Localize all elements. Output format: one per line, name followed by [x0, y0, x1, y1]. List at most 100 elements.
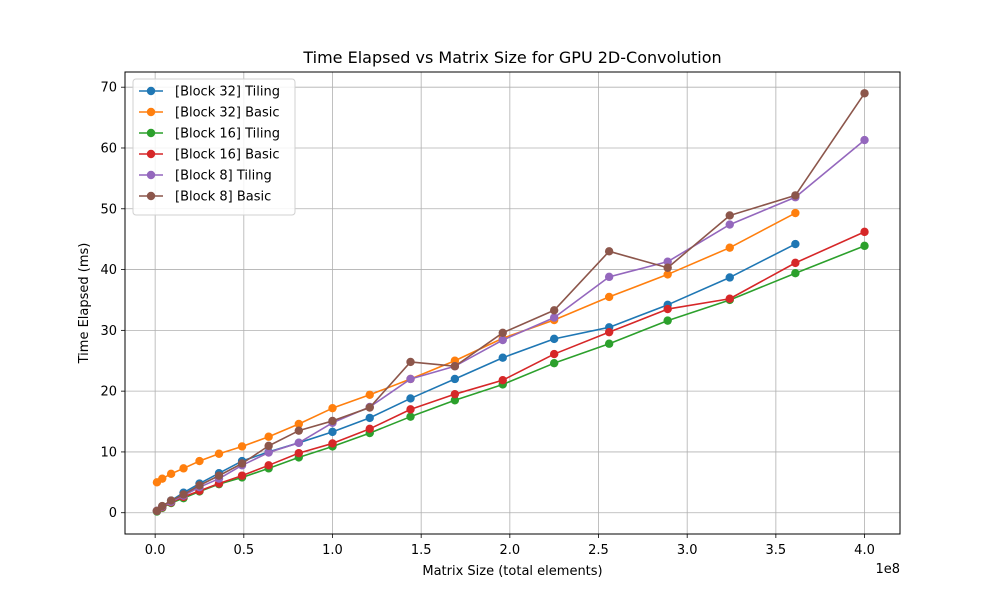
y-tick-label: 60	[100, 141, 117, 156]
legend-marker	[146, 149, 156, 159]
legend-marker	[146, 170, 156, 180]
data-point	[604, 272, 614, 282]
series-layer	[152, 89, 869, 516]
data-point	[549, 313, 559, 322]
data-point	[152, 506, 162, 516]
data-point	[498, 353, 507, 362]
data-point	[406, 412, 415, 421]
data-point	[264, 441, 273, 451]
x-tick-label: 3.5	[766, 543, 787, 558]
data-point	[663, 270, 672, 279]
y-tick-label: 50	[100, 202, 117, 217]
series-0	[152, 239, 800, 516]
x-tick-label: 0.5	[233, 543, 254, 558]
data-point	[860, 135, 869, 145]
legend-entry: [Block 32] Tiling	[139, 85, 280, 100]
data-point	[860, 227, 869, 237]
legend-entry: [Block 32] Basic	[139, 106, 280, 121]
y-tick-label: 10	[100, 445, 117, 460]
x-tick-label: 0.0	[145, 543, 166, 558]
legend-entry: [Block 8] Basic	[139, 190, 271, 205]
y-tick-label: 0	[109, 506, 117, 521]
data-point	[498, 335, 507, 345]
legend-entry: [Block 16] Tiling	[139, 127, 280, 142]
x-axis-offset-text: 1e8	[875, 562, 900, 577]
axis-ticks: 0.0 0.5 1.0 1.5 2.0 2.5 3.0 3.5 4.0 0 10 20 30 40 50 60…	[100, 81, 874, 558]
data-point	[725, 220, 734, 229]
plot-frame	[124, 71, 901, 535]
data-point	[498, 376, 507, 385]
series-line	[156, 245, 865, 513]
series-1	[152, 208, 800, 487]
x-tick-label: 2.5	[588, 543, 609, 558]
data-point	[549, 358, 559, 368]
series-2	[152, 241, 869, 516]
data-point	[725, 243, 734, 252]
x-axis-label: Matrix Size (total elements)	[422, 564, 602, 579]
data-point	[450, 362, 460, 371]
series-line	[156, 231, 865, 512]
legend-label: [Block 16] Tiling	[175, 127, 280, 142]
data-point	[158, 501, 167, 511]
data-point	[663, 316, 672, 325]
data-point	[237, 459, 247, 468]
data-point	[365, 390, 374, 399]
data-point	[179, 490, 188, 499]
data-point	[860, 89, 869, 98]
data-point	[663, 257, 672, 266]
legend-box	[132, 78, 296, 216]
data-point	[604, 247, 614, 256]
x-tick-label: 4.0	[854, 543, 875, 558]
x-tick-label: 1.0	[322, 543, 343, 558]
data-point	[365, 403, 374, 412]
data-point	[604, 292, 614, 302]
data-point	[264, 461, 273, 470]
data-point	[406, 357, 415, 367]
data-point	[604, 327, 614, 337]
data-point	[450, 374, 460, 384]
data-point	[791, 269, 800, 278]
y-tick-label: 30	[100, 324, 117, 339]
data-point	[791, 191, 800, 200]
data-point	[549, 306, 559, 315]
data-point	[604, 339, 614, 348]
y-axis-label: Time Elapsed (ms)	[77, 243, 92, 365]
data-point	[406, 374, 415, 384]
legend-marker	[146, 191, 156, 201]
legend-label: [Block 16] Basic	[175, 148, 280, 163]
data-point	[791, 258, 800, 268]
data-point	[791, 208, 800, 218]
data-point	[214, 449, 224, 458]
grid	[125, 72, 900, 534]
data-point	[294, 438, 303, 448]
data-point	[237, 471, 247, 480]
x-tick-label: 1.5	[411, 543, 432, 558]
data-point	[264, 432, 273, 441]
chart-title: Time Elapsed vs Matrix Size for GPU 2D-C…	[302, 48, 721, 67]
data-point	[166, 469, 176, 479]
y-tick-label: 40	[100, 263, 117, 278]
data-point	[328, 416, 337, 426]
legend-marker	[146, 128, 156, 138]
data-point	[860, 241, 869, 251]
data-point	[166, 496, 176, 505]
data-point	[725, 273, 734, 282]
data-point	[294, 426, 303, 435]
y-tick-label: 70	[100, 81, 117, 96]
data-point	[328, 439, 337, 448]
y-tick-label: 20	[100, 385, 117, 400]
data-point	[365, 424, 374, 434]
series-line	[156, 212, 796, 483]
data-point	[179, 464, 188, 473]
data-point	[406, 394, 415, 403]
data-point	[158, 474, 167, 483]
data-point	[450, 389, 460, 399]
legend-label: [Block 8] Basic	[175, 190, 271, 205]
legend-entry: [Block 16] Basic	[139, 148, 280, 163]
data-point	[663, 304, 672, 314]
data-point	[365, 413, 374, 423]
legend-label: [Block 8] Tiling	[175, 169, 272, 184]
data-point	[195, 481, 204, 490]
legend-marker	[146, 86, 156, 96]
